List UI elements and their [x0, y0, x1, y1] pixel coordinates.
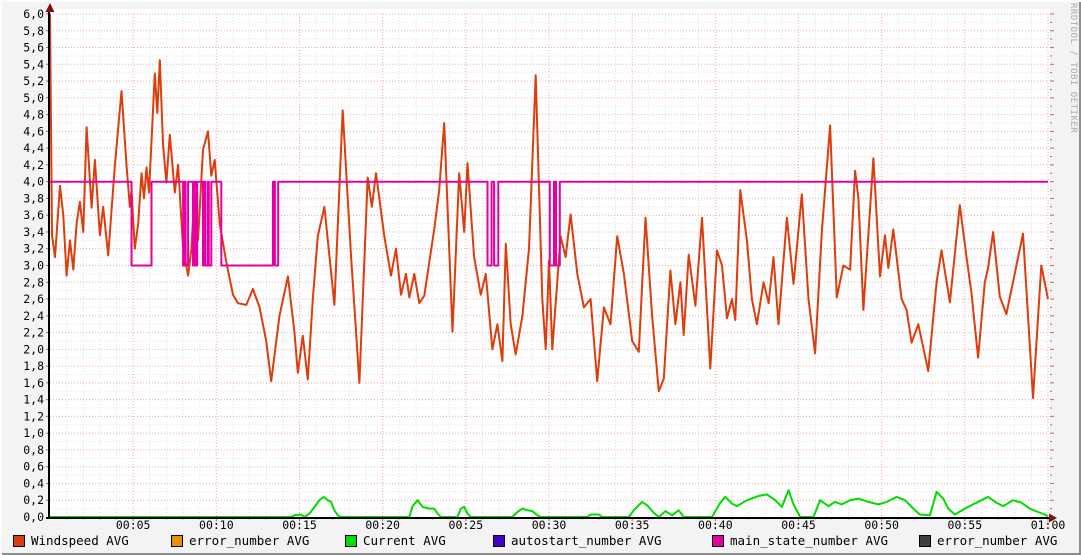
watermark: RRDTOOL / TOBI OETIKER — [1068, 3, 1078, 134]
y-tick-label: 0,0 — [23, 510, 44, 524]
legend: Windspeed AVG error_number AVG Current A… — [0, 531, 1081, 549]
legend-label-error-number-1: error_number AVG — [189, 533, 310, 548]
y-tick-label: 3,6 — [23, 208, 44, 222]
y-tick-label: 1,2 — [23, 409, 44, 423]
y-tick-label: 2,4 — [23, 309, 44, 323]
legend-item-main-state-number: main_state_number AVG — [712, 533, 888, 548]
series-current-line — [50, 489, 1049, 518]
y-tick-label: 4,4 — [23, 141, 44, 155]
legend-label-error-number-2: error_number AVG — [937, 533, 1058, 548]
x-tick-label: 00:50 — [864, 518, 899, 532]
legend-swatch-error-number-1 — [171, 534, 183, 547]
y-tick-label: 5,4 — [23, 57, 44, 71]
x-tick-label: 00:30 — [532, 518, 567, 532]
legend-label-current: Current AVG — [363, 533, 446, 548]
y-tick-label: 2,0 — [23, 342, 44, 356]
x-tick-label: 00:40 — [698, 518, 733, 532]
legend-item-error-number-1: error_number AVG — [171, 533, 309, 548]
y-axis-arrow — [45, 3, 55, 12]
y-tick-label: 3,8 — [23, 191, 44, 205]
y-tick-label: 5,2 — [23, 74, 44, 88]
y-tick-label: 0,4 — [23, 476, 44, 490]
y-tick-label: 1,4 — [23, 393, 44, 407]
legend-swatch-current — [345, 534, 357, 547]
legend-swatch-main-state-number — [712, 534, 724, 547]
x-tick-label: 00:15 — [282, 518, 317, 532]
y-tick-label: 3,0 — [23, 259, 44, 273]
legend-swatch-windspeed — [13, 534, 25, 547]
y-tick-label: 3,4 — [23, 225, 44, 239]
y-tick-label: 4,0 — [23, 175, 44, 189]
y-tick-label: 5,6 — [23, 41, 44, 55]
x-axis-arrow — [1049, 513, 1057, 523]
x-tick-label: 01:00 — [1031, 518, 1066, 532]
y-tick-label: 0,8 — [23, 443, 44, 457]
y-tick-label: 5,8 — [23, 24, 44, 38]
y-tick-label: 2,8 — [23, 275, 44, 289]
series-windspeed-line — [49, 13, 1049, 399]
y-tick-label: 4,6 — [23, 124, 44, 138]
x-tick-label: 00:35 — [615, 518, 650, 532]
legend-item-autostart-number: autostart_number AVG — [493, 533, 662, 548]
x-tick-label: 00:05 — [116, 518, 151, 532]
legend-swatch-error-number-2 — [919, 534, 931, 547]
y-tick-label: 1,8 — [23, 359, 44, 373]
series-main-state-line — [50, 180, 1048, 267]
x-tick-label: 00:10 — [199, 518, 234, 532]
y-tick-label: 6,0 — [23, 7, 44, 21]
legend-label-windspeed: Windspeed AVG — [31, 533, 129, 548]
y-tick-label: 1,6 — [23, 376, 44, 390]
x-tick-label: 00:25 — [449, 518, 484, 532]
y-tick-label: 1,0 — [23, 426, 44, 440]
legend-label-autostart-number: autostart_number AVG — [511, 533, 662, 548]
y-tick-label: 4,8 — [23, 108, 44, 122]
x-tick-label: 00:55 — [948, 518, 983, 532]
y-tick-label: 2,6 — [23, 292, 44, 306]
legend-label-main-state-number: main_state_number AVG — [730, 533, 889, 548]
y-tick-label: 3,2 — [23, 242, 44, 256]
x-tick-label: 00:20 — [365, 518, 400, 532]
y-tick-label: 4,2 — [23, 158, 44, 172]
y-tick-label: 0,2 — [23, 493, 44, 507]
y-tick-label: 5,0 — [23, 91, 44, 105]
legend-swatch-autostart-number — [493, 534, 505, 547]
legend-item-error-number-2: error_number AVG — [919, 533, 1057, 548]
y-tick-label: 0,6 — [23, 460, 44, 474]
legend-item-current: Current AVG — [345, 533, 446, 548]
x-tick-label: 00:45 — [781, 518, 816, 532]
legend-item-windspeed: Windspeed AVG — [13, 533, 129, 548]
y-tick-label: 2,2 — [23, 326, 44, 340]
